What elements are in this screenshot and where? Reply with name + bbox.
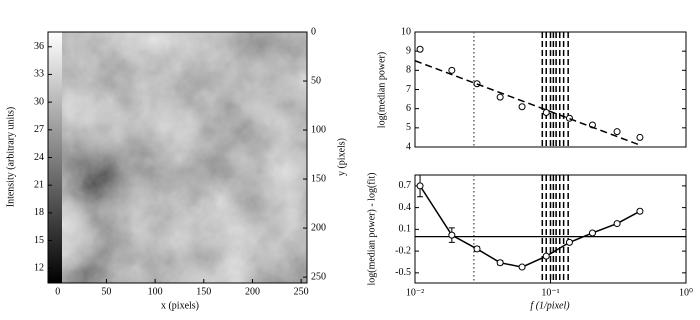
y-tick-label: 200	[311, 222, 326, 233]
data-point	[613, 220, 621, 228]
data-point	[496, 93, 504, 101]
colorbar-tick-label: 33	[34, 69, 44, 80]
y-tick-label: -0.5	[395, 267, 411, 278]
y-label: log(median power)	[376, 52, 387, 128]
y-tick-label: -0.2	[395, 245, 411, 256]
series-line	[419, 185, 641, 268]
colorbar-tick-label: 21	[34, 179, 44, 190]
data-point	[518, 103, 526, 111]
y-tick-label: 10	[401, 26, 411, 37]
y-tick-label: 5	[406, 122, 411, 133]
y-tick-label: 4	[406, 141, 411, 152]
x-tick-label: 10⁻²	[406, 287, 424, 298]
colorbar-tick-label: 30	[34, 96, 44, 107]
y-tick-label: 8	[406, 65, 411, 76]
y-tick-label: 0.7	[399, 180, 412, 191]
colorbar-tick-label: 12	[34, 263, 44, 274]
data-point	[565, 114, 573, 122]
x-tick-label: 100	[148, 286, 163, 297]
data-point	[496, 259, 504, 267]
y-tick-label: 9	[406, 45, 411, 56]
data-point	[542, 252, 550, 260]
data-point	[416, 182, 424, 190]
colorbar-label: Intensity (arbitrary units)	[5, 107, 16, 208]
data-point	[448, 231, 456, 239]
data-point	[636, 133, 644, 141]
data-point	[565, 238, 573, 246]
y-tick-label: 150	[311, 173, 326, 184]
y-label: log(median power) - log(fit)	[366, 172, 377, 285]
colorbar-tick-label: 18	[34, 207, 44, 218]
x-tick-label: 250	[294, 286, 309, 297]
y-tick-label: 6	[406, 103, 411, 114]
y-label: y (pixels)	[336, 138, 347, 176]
y-tick-label: 50	[311, 75, 321, 86]
y-tick-label: 7	[406, 84, 411, 95]
data-point	[518, 263, 526, 271]
image	[62, 32, 307, 283]
y-tick-label: 100	[311, 124, 326, 135]
data-point	[473, 245, 481, 253]
y-tick-label: 0.4	[399, 202, 412, 213]
data-point	[588, 229, 596, 237]
x-label: f (1/pixel)	[530, 300, 570, 311]
series-line	[414, 60, 641, 146]
x-tick-label: 200	[245, 286, 260, 297]
data-point	[636, 207, 644, 215]
y-tick-label: 0	[311, 26, 316, 37]
x-label: x (pixels)	[161, 300, 199, 311]
x-tick-label: 10⁻¹	[541, 287, 559, 298]
y-tick-label: 250	[311, 271, 326, 282]
x-tick-label: 150	[196, 286, 211, 297]
data-point	[448, 66, 456, 74]
y-tick-label: 0.1	[399, 224, 412, 235]
data-point	[542, 109, 550, 116]
colorbar-tick-label: 15	[34, 235, 44, 246]
data-point	[416, 45, 424, 53]
colorbar	[48, 32, 62, 283]
x-tick-label: 10⁰	[679, 287, 693, 298]
x-tick-label: 0	[55, 286, 60, 297]
colorbar-tick-label: 27	[34, 124, 44, 135]
x-tick-label: 50	[101, 286, 111, 297]
data-point	[613, 128, 621, 136]
colorbar-tick-label: 24	[34, 152, 44, 163]
colorbar-tick-label: 36	[34, 41, 44, 52]
